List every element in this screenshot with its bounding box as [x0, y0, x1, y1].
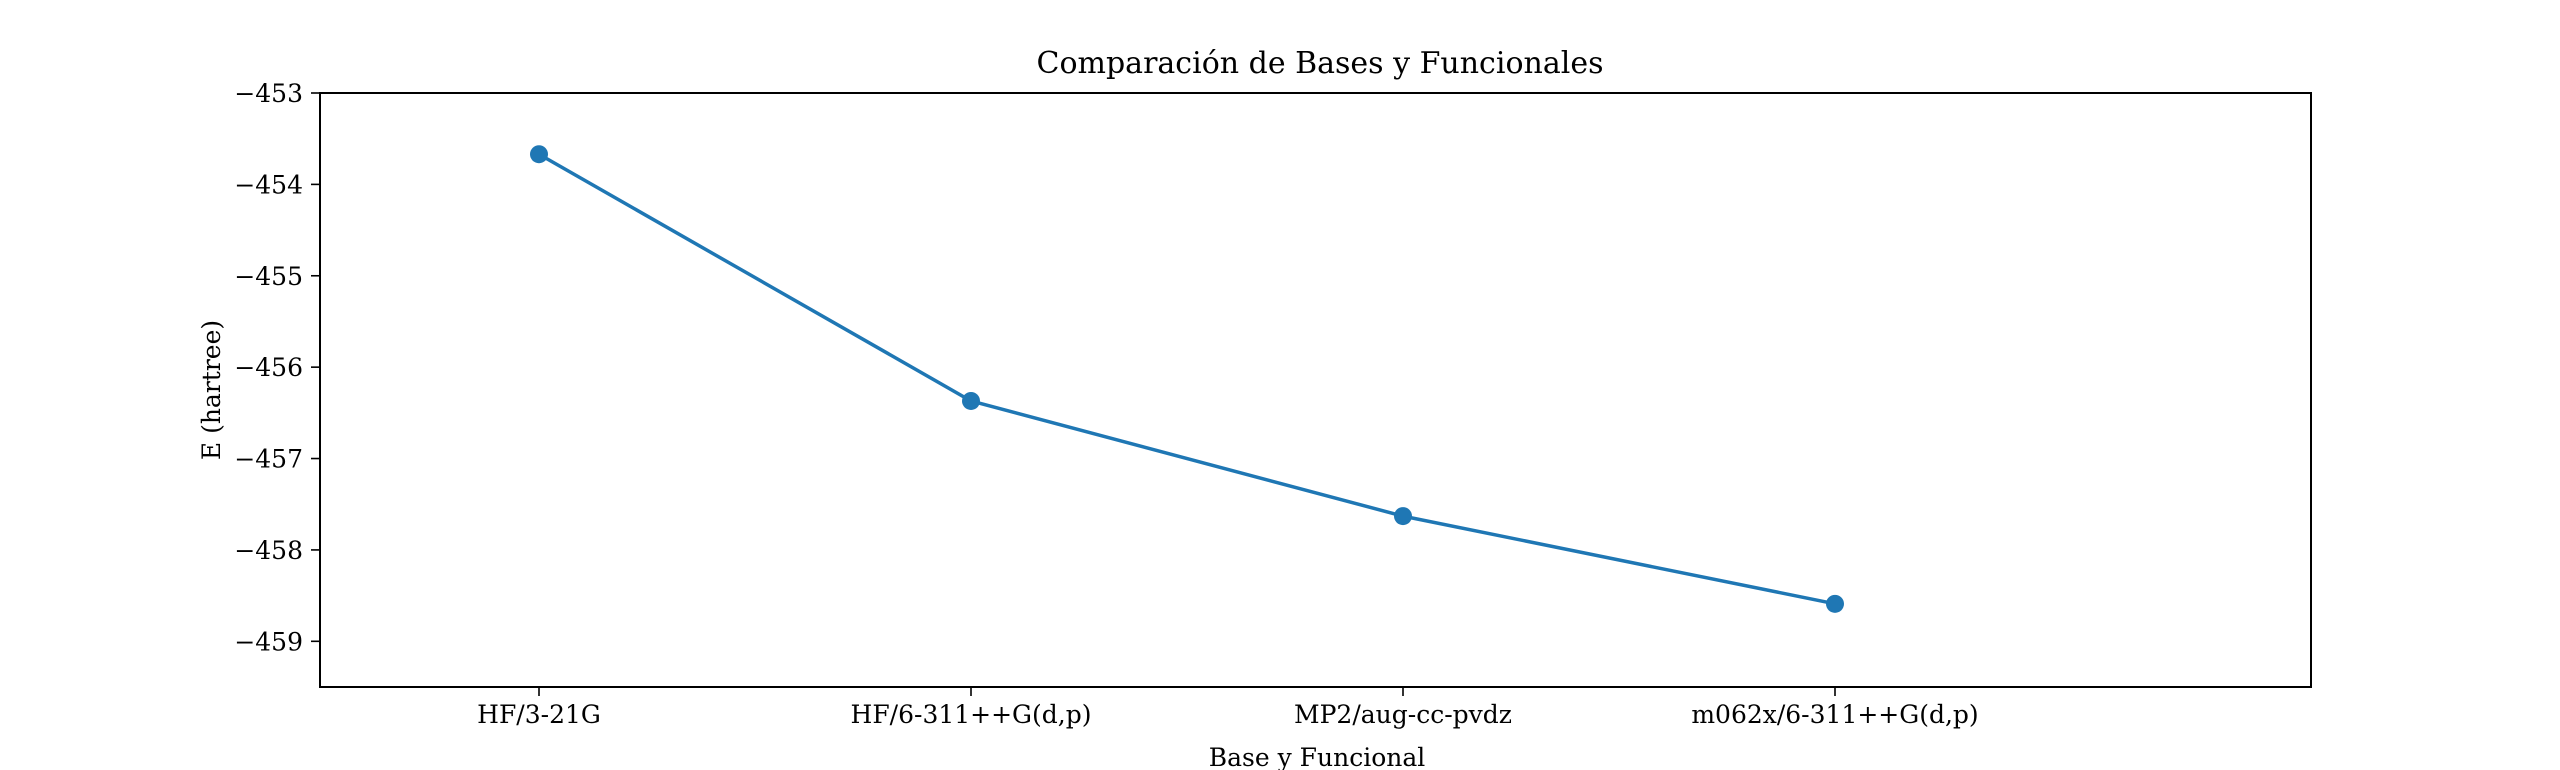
- x-tick-label: HF/3-21G: [477, 700, 601, 729]
- y-tick-label: −454: [234, 170, 303, 199]
- y-axis: −453 −454 −455 −456 −457 −458 −459: [234, 79, 320, 656]
- data-point: [962, 391, 980, 410]
- chart-title: Comparación de Bases y Funcionales: [1037, 46, 1604, 81]
- plot-area: [319, 92, 2312, 688]
- x-tick-label: MP2/aug-cc-pvdz: [1294, 700, 1512, 729]
- y-tick-label: −457: [234, 445, 303, 474]
- y-tick-label: −458: [234, 536, 303, 565]
- x-axis: HF/3-21G HF/6-311++G(d,p) MP2/aug-cc-pvdz m…: [477, 687, 1979, 729]
- data-point: [1394, 507, 1412, 526]
- x-tick-label: m062x/6-311++G(d,p): [1691, 700, 1978, 729]
- y-tick-label: −453: [234, 79, 303, 108]
- x-axis-label: Base y Funcional: [1209, 743, 1426, 770]
- data-point: [530, 145, 548, 164]
- y-tick-label: −455: [234, 262, 303, 291]
- data-point: [1826, 594, 1844, 613]
- y-axis-label: E (hartree): [197, 320, 226, 460]
- y-tick-label: −459: [234, 627, 303, 656]
- x-tick-label: HF/6-311++G(d,p): [851, 700, 1092, 729]
- series-layer: [530, 145, 1844, 613]
- y-tick-label: −456: [234, 353, 303, 382]
- series-line: [538, 152, 1836, 606]
